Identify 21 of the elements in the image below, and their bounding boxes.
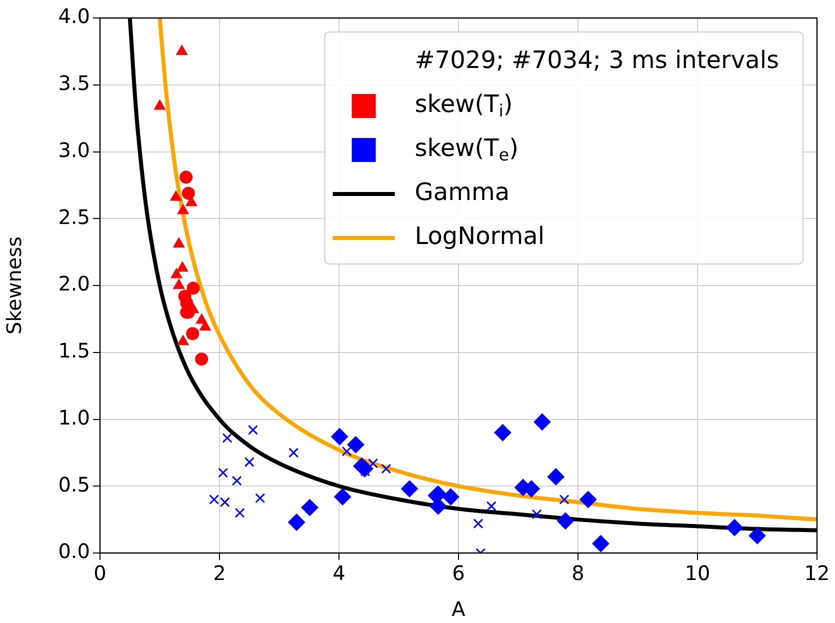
x-axis-title: A xyxy=(452,597,466,622)
y-tick-label: 2.5 xyxy=(58,204,90,229)
x-tick-label: 2 xyxy=(213,561,226,586)
y-tick-label: 2.0 xyxy=(58,272,90,296)
y-tick-label: 1.0 xyxy=(58,405,90,430)
y-tick-label: 0.5 xyxy=(58,472,90,496)
y-tick-label: 3.5 xyxy=(58,71,90,96)
y-axis-title: Skewness xyxy=(2,236,26,335)
x-tick-label: 10 xyxy=(684,561,710,586)
legend-label: Gamma xyxy=(414,178,510,206)
y-tick-label: 1.5 xyxy=(58,338,90,363)
y-tick-label: 0.0 xyxy=(58,539,90,564)
x-tick-label: 12 xyxy=(804,561,830,586)
y-tick-label: 3.0 xyxy=(58,138,90,162)
x-tick-label: 4 xyxy=(332,561,346,586)
x-tick-label: 0 xyxy=(94,561,106,586)
x-tick-label: 6 xyxy=(452,561,465,586)
legend-title: #7029; #7034; 3 ms intervals xyxy=(414,46,779,74)
legend-label: LogNormal xyxy=(414,222,544,250)
y-tick-label: 4.0 xyxy=(58,4,90,28)
x-tick-label: 8 xyxy=(572,561,584,586)
